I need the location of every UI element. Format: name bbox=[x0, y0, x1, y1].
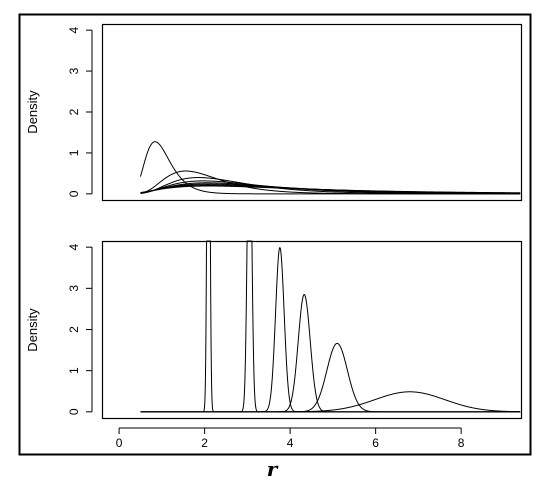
x-tick-label: 4 bbox=[287, 436, 294, 450]
bottom-density-curve-5 bbox=[140, 342, 521, 413]
top-panel: 0 1 2 3 4 Density bbox=[25, 23, 523, 202]
y-tick-label: 4 bbox=[67, 244, 81, 251]
y-tick-label: 3 bbox=[67, 285, 81, 292]
x-tick-label: 0 bbox=[116, 436, 123, 450]
bottom-density-curve-2 bbox=[140, 240, 521, 413]
bottom-y-axis: 0 1 2 3 4 bbox=[67, 244, 93, 415]
y-tick-label: 3 bbox=[67, 67, 81, 74]
x-axis: 0 2 4 6 8 bbox=[116, 427, 465, 450]
y-tick-label: 0 bbox=[67, 190, 81, 197]
y-tick-label: 2 bbox=[67, 326, 81, 333]
bottom-y-axis-title: Density bbox=[25, 308, 40, 352]
top-y-axis-title: Density bbox=[25, 90, 40, 134]
y-tick-label: 0 bbox=[67, 408, 81, 415]
x-tick-label: 8 bbox=[458, 436, 465, 450]
bottom-density-curve-3 bbox=[140, 247, 521, 413]
top-density-curve-8 bbox=[140, 185, 521, 194]
x-tick-label: 2 bbox=[201, 436, 208, 450]
y-tick-label: 4 bbox=[67, 26, 81, 33]
bottom-panel: 0 1 2 3 4 0 2 4 6 8 Density bbox=[25, 240, 523, 450]
top-y-axis: 0 1 2 3 4 bbox=[67, 26, 93, 197]
bottom-density-curve-1 bbox=[140, 240, 521, 413]
bottom-curves bbox=[140, 240, 521, 413]
figure-border bbox=[18, 13, 532, 456]
top-curves bbox=[140, 141, 521, 195]
x-axis-title: r bbox=[267, 457, 279, 481]
y-tick-label: 1 bbox=[67, 367, 81, 374]
y-tick-label: 1 bbox=[67, 149, 81, 156]
top-plot-box bbox=[101, 23, 523, 202]
bottom-plot-box bbox=[101, 240, 523, 420]
x-tick-label: 6 bbox=[372, 436, 379, 450]
y-tick-label: 2 bbox=[67, 108, 81, 115]
bottom-density-curve-4 bbox=[140, 294, 521, 413]
bottom-density-curve-6 bbox=[140, 391, 521, 413]
